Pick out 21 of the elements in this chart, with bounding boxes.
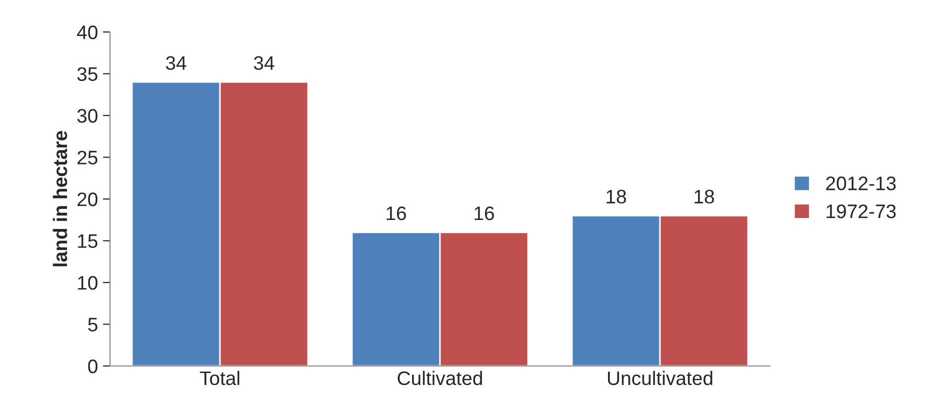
data-label: 18	[606, 190, 626, 204]
data-label: 18	[694, 190, 714, 204]
data-label: 16	[386, 206, 406, 220]
data-label: 34	[166, 56, 186, 70]
x-tick-label: Total	[200, 370, 240, 386]
y-tick-label: 30	[77, 108, 98, 123]
y-tick-label: 40	[77, 25, 98, 40]
y-tick-label: 15	[78, 234, 98, 248]
data-label: 34	[254, 56, 274, 70]
x-tick-label: Uncultivated	[608, 370, 712, 386]
y-tick-label: 25	[78, 150, 98, 164]
legend-label: 1972-73	[826, 204, 896, 218]
y-axis-title: land in hectare	[52, 131, 68, 266]
y-tick-label: 10	[78, 276, 98, 290]
y-tick-label: 35	[77, 67, 98, 81]
y-tick-label: 0	[88, 359, 98, 374]
y-tick-label: 5	[88, 318, 98, 332]
x-tick-label: Cultivated	[398, 370, 482, 386]
legend-label: 2012-13	[826, 176, 896, 190]
y-tick-label: 20	[78, 192, 98, 206]
data-label: 16	[474, 206, 494, 220]
